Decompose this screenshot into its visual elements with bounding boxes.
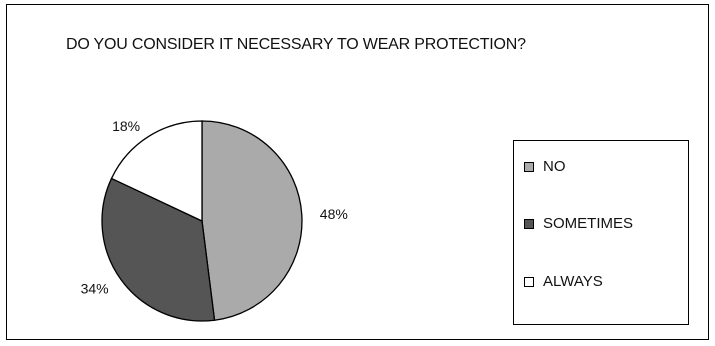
- chart-legend: NO SOMETIMES ALWAYS: [513, 140, 689, 325]
- legend-item-always: ALWAYS: [524, 273, 603, 290]
- legend-item-sometimes: SOMETIMES: [524, 215, 633, 232]
- chart-title: DO YOU CONSIDER IT NECESSARY TO WEAR PRO…: [66, 36, 526, 53]
- pie-slice-always: [110, 120, 203, 223]
- legend-item-no: NO: [524, 158, 566, 175]
- pie-label-sometimes: 34%: [81, 281, 109, 297]
- legend-swatch-always: [524, 276, 534, 287]
- pie-label-no: 48%: [320, 206, 348, 222]
- pie-label-always: 18%: [112, 118, 140, 134]
- legend-swatch-no: [524, 161, 534, 172]
- pie-slice-no: [201, 120, 303, 321]
- legend-label-always: ALWAYS: [543, 273, 603, 290]
- legend-label-sometimes: SOMETIMES: [543, 215, 634, 232]
- legend-swatch-sometimes: [524, 218, 534, 229]
- legend-label-no: NO: [543, 158, 566, 175]
